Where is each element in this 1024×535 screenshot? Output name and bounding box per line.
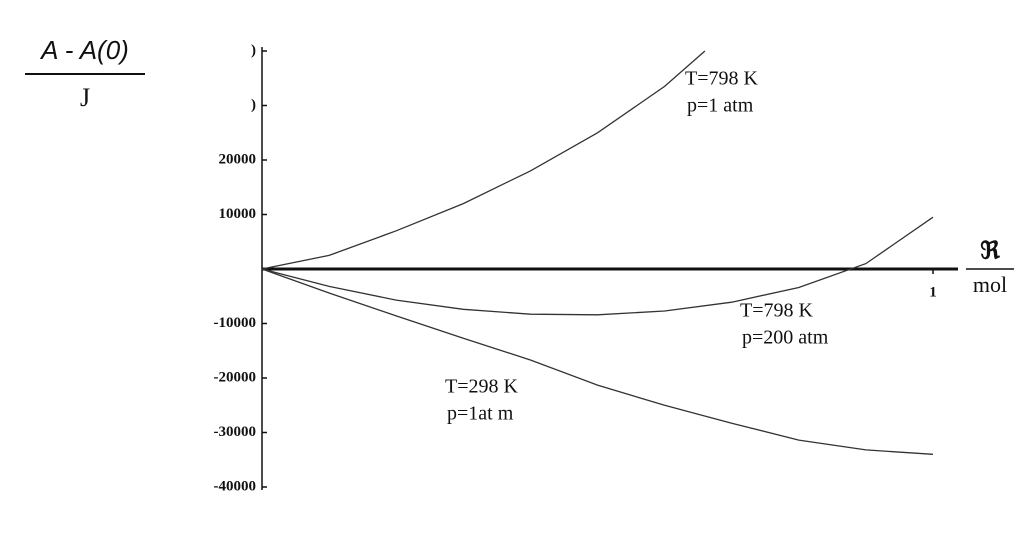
- y-tick-label: -40000: [214, 478, 257, 494]
- y-tick-label: -30000: [214, 424, 257, 440]
- y-tick-label: -10000: [214, 315, 257, 331]
- annotation: T=798 K: [685, 68, 758, 90]
- x-tick-label: 1: [929, 284, 937, 300]
- annotation: T=798 K: [740, 300, 813, 322]
- y-tick-label: 10000: [219, 206, 257, 222]
- y-tick-label: 20000: [219, 151, 257, 167]
- y-tick-label: ): [251, 97, 256, 113]
- series-line: [261, 50, 706, 270]
- series-line: [261, 268, 934, 455]
- y-tick-label: -20000: [214, 369, 257, 385]
- annotation: p=1at m: [447, 403, 514, 425]
- annotation: p=200 atm: [742, 327, 829, 349]
- x-label-denominator: mol: [973, 272, 1007, 297]
- annotation: T=298 K: [445, 376, 518, 398]
- annotation: p=1 atm: [687, 95, 754, 117]
- series-line: [261, 216, 934, 316]
- y-tick-label: ): [251, 42, 256, 58]
- y-label-denominator: J: [80, 83, 90, 112]
- x-label-numerator: ℜ: [980, 239, 1000, 265]
- y-label-numerator: A - A(0): [39, 35, 129, 65]
